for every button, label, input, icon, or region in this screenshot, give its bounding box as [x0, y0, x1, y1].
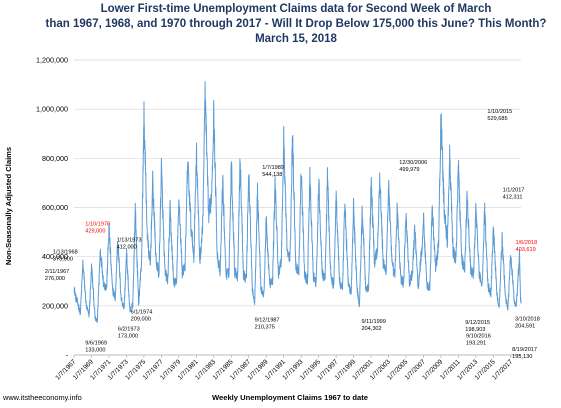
annotation-date: 3/10/2018: [515, 317, 540, 323]
annotation-date: 1/13/1968: [53, 249, 78, 255]
annotation-date: 9/12/1987: [255, 317, 280, 323]
annotation-date: 2/11/1967: [45, 269, 69, 275]
annotation-date: 6/1/1974: [131, 310, 153, 316]
annotation-date: 1/6/2018: [515, 240, 537, 246]
y-tick-label: -: [66, 351, 69, 360]
x-axis-title: Weekly Unemployment Claims 1967 to date: [212, 393, 368, 402]
y-axis-tick-labels: - 200,000 400,000 600,000 800,000 1,000,000 1,…: [36, 56, 69, 360]
annotation-date: 8/19/2017: [512, 347, 537, 353]
annotation-value: 195,130: [512, 354, 532, 360]
annotation-value: 133,000: [85, 347, 105, 353]
annotation-date: 9/12/2015: [465, 320, 490, 326]
chart-title-line-2: than 1967, 1968, and 1970 through 2017 -…: [46, 18, 547, 30]
annotation-value: 210,375: [255, 324, 275, 330]
annotation-value: 276,000: [45, 276, 65, 282]
y-axis-title: Non-Seasonally Adjusted Claims: [4, 147, 13, 265]
chart-title-line-3: March 15, 2018: [255, 33, 337, 45]
source-url: www.itstheeconomy.info: [2, 393, 82, 402]
annotation-value: 204,591: [515, 324, 535, 330]
annotation-value: 499,979: [399, 167, 419, 173]
annotation-date: 12/30/2006: [399, 160, 427, 166]
annotation-value: 198,903: [465, 327, 485, 333]
annotation-date: 9/6/1969: [85, 340, 107, 346]
annotation-value: 193,291: [466, 340, 486, 346]
y-tick-label: 200,000: [42, 301, 68, 310]
y-tick-label: 1,000,000: [36, 105, 68, 114]
annotation-value: 173,000: [118, 333, 138, 339]
annotation-value: 529,685: [487, 116, 507, 122]
annotation-value: 403,619: [515, 247, 535, 253]
y-tick-label: 800,000: [42, 154, 68, 163]
annotation-date: 9/10/2016: [466, 333, 491, 339]
y-tick-label: 600,000: [42, 203, 68, 212]
annotation-date: 1/10/2015: [487, 109, 512, 115]
weekly-claims-series-line: [73, 81, 522, 323]
annotation-value: 209,000: [131, 317, 151, 323]
annotation-date: 1/13/1973: [117, 238, 142, 244]
annotation-value: 412,311: [503, 195, 523, 201]
annotation-value: 429,000: [85, 229, 105, 235]
annotation-date: 6/2/1973: [118, 326, 140, 332]
annotation-value: 544,138: [262, 172, 282, 178]
annotation-value: 204,302: [361, 326, 381, 332]
annotation-date: 1/7/1989: [262, 165, 284, 171]
annotation-value: 373,000: [53, 256, 73, 262]
y-tick-label: 1,200,000: [36, 56, 68, 65]
annotation-date: 1/10/1970: [85, 222, 110, 228]
y-tick-label: 400,000: [42, 252, 68, 261]
chart-title-line-1: Lower First-time Unemployment Claims dat…: [101, 3, 492, 15]
annotation-date: 9/11/1999: [361, 319, 385, 325]
annotation-value: 412,000: [117, 245, 137, 251]
annotation-date: 1/1/2017: [503, 188, 525, 194]
